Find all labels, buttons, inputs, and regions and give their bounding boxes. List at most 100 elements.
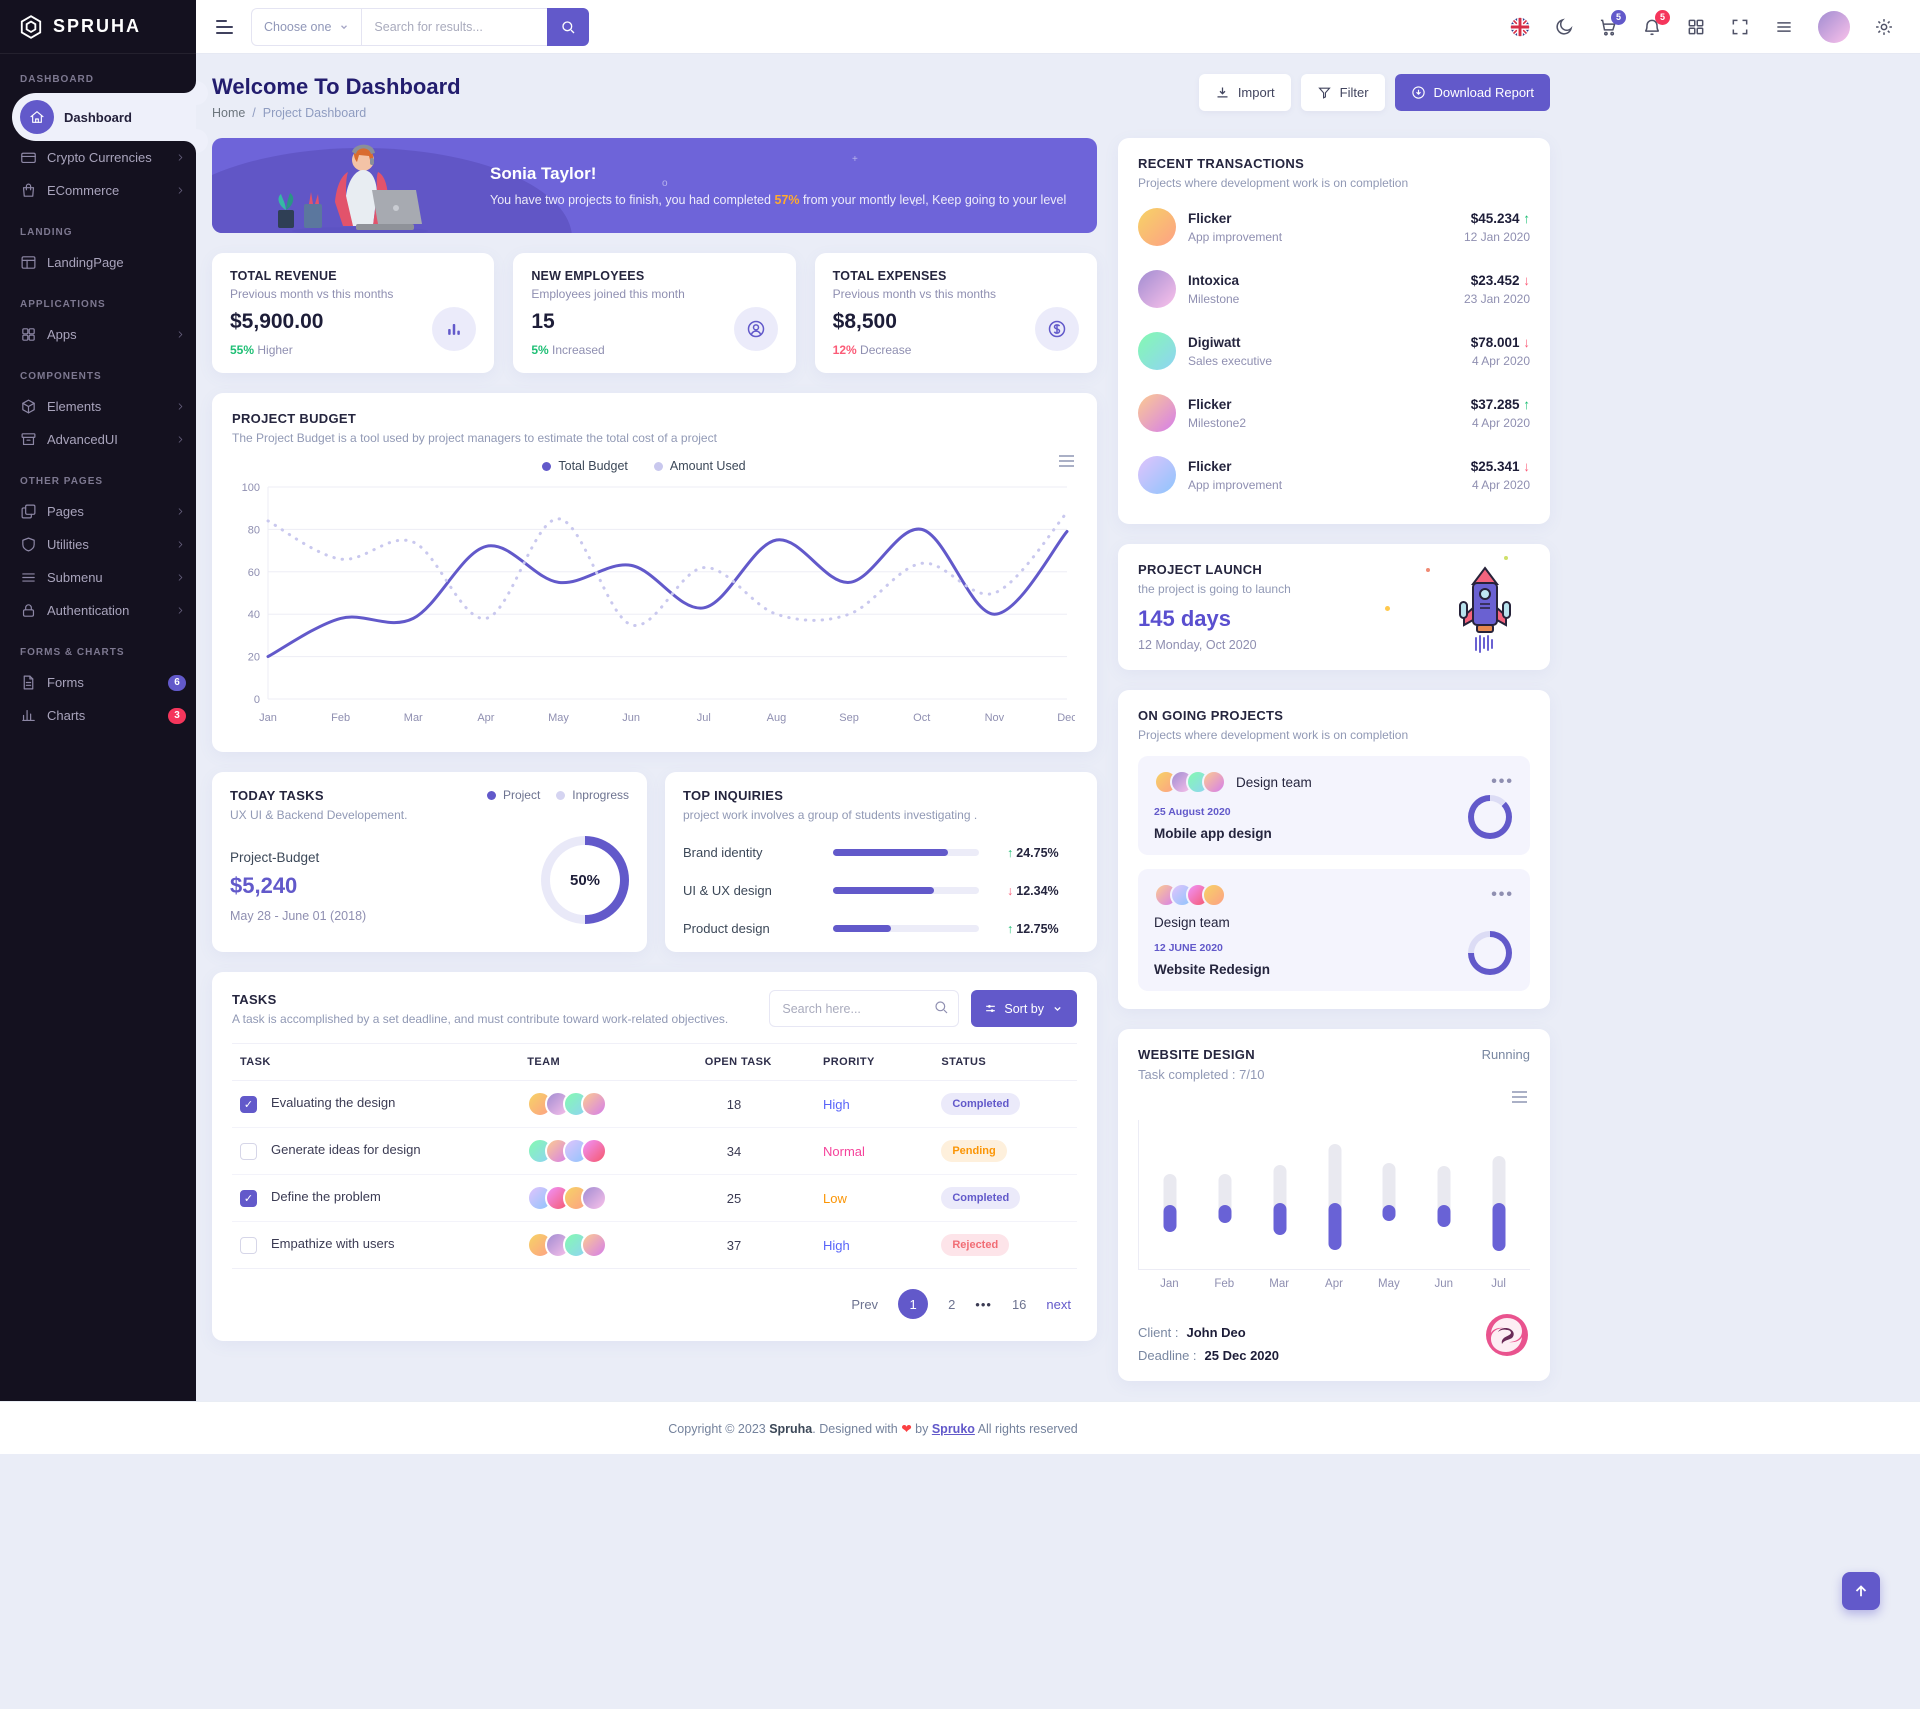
transaction-row[interactable]: Flicker App improvement $25.341 ↓ 4 Apr 202… [1138,444,1530,506]
brand-logo[interactable]: SPRUHA [0,0,196,54]
sidebar-item-elements[interactable]: Elements [0,390,196,423]
transaction-amount: $78.001 ↓ [1470,334,1530,350]
task-cell: ✓ Evaluating the design [232,1080,520,1128]
right-panel-icon[interactable] [1774,17,1794,37]
chevron-right-icon [175,506,186,517]
svg-text:60: 60 [248,567,260,579]
chart-icon [20,707,37,724]
project-budget-chart: 0 20 40 60 80 100 Jan Feb Mar Apr May Jun Jul Aug Sep O… [242,482,1078,724]
ongoing-project[interactable]: ••• Design team 12 JUNE 2020 Website Redesi… [1138,869,1530,991]
legend-label: Amount Used [669,459,746,473]
legend-item: Inprogress [556,788,629,802]
priority-label: High [823,1096,850,1112]
user-avatar[interactable] [1818,10,1850,43]
footer-brand-link[interactable]: Spruko [931,1421,975,1436]
dark-mode-icon[interactable] [1554,17,1574,37]
pagination-page-2[interactable]: 2 [948,1296,956,1312]
settings-gear-icon[interactable] [1874,17,1894,37]
apps-grid-icon[interactable] [1686,17,1706,37]
priority-label: Low [823,1190,847,1206]
transaction-row[interactable]: Digiwatt Sales executive $78.001 ↓ 4 Apr 20… [1138,320,1530,382]
table-row[interactable]: ✓ Define the problem 25 Low Completed [232,1174,1077,1222]
table-row[interactable]: Generate ideas for design 34 Normal Pending [232,1127,1077,1175]
pagination-prev[interactable]: Prev [851,1296,879,1312]
more-options-icon[interactable]: ••• [1491,886,1514,903]
search-input[interactable] [361,7,548,46]
sidebar-item-apps[interactable]: Apps [0,318,196,351]
sort-by-button[interactable]: Sort by [971,990,1077,1027]
project-date: 12 JUNE 2020 [1154,942,1223,954]
svg-text:0: 0 [254,694,260,706]
transaction-row[interactable]: Intoxica Milestone $23.452 ↓ 23 Jan 2020 [1138,258,1530,320]
sidebar-item-authentication[interactable]: Authentication [0,594,196,627]
notifications-bell-icon[interactable]: 5 [1642,9,1670,37]
project-budget-title: PROJECT BUDGET [232,411,357,426]
lock-icon [20,602,37,619]
transaction-row[interactable]: Flicker Milestone2 $37.285 ↑ 4 Apr 2020 [1138,382,1530,444]
sidebar-item-forms[interactable]: Forms 6 [0,666,196,699]
breadcrumb-home[interactable]: Home [212,106,246,120]
search-icon [933,999,949,1020]
sidebar-item-charts[interactable]: Charts 3 [0,699,196,732]
status-badge: Running [1481,1047,1530,1062]
transaction-date: 12 Jan 2020 [1463,229,1530,244]
chart-options-icon[interactable] [1056,452,1077,470]
arrow-down-icon: ↓ [1007,883,1014,898]
table-row[interactable]: ✓ Evaluating the design 18 High Completed [232,1080,1077,1128]
ongoing-project[interactable]: Design team ••• 25 August 2020 Mobile app d… [1138,756,1530,855]
bar-completed [1382,1204,1396,1222]
bar-label: May [1378,1278,1400,1290]
filter-button[interactable]: Filter [1300,74,1385,111]
cart-icon[interactable]: 5 [1598,9,1626,37]
inquiry-progressbar [833,887,979,894]
download-report-button[interactable]: Download Report [1394,74,1550,111]
pagination-page-[interactable]: ••• [975,1296,992,1312]
transaction-name: Flicker [1188,210,1232,226]
pagination-next[interactable]: next [1046,1296,1071,1312]
chart-options-icon[interactable] [1509,1088,1530,1106]
task-completed-label: Task completed : 7/10 [1138,1067,1265,1082]
sidebar-item-ecommerce[interactable]: ECommerce [0,174,196,207]
fullscreen-icon[interactable] [1730,17,1750,37]
sidebar-item-crypto-currencies[interactable]: Crypto Currencies [0,141,196,174]
import-button[interactable]: Import [1198,74,1291,111]
svg-text:Nov: Nov [985,712,1005,724]
svg-text:Oct: Oct [913,712,930,724]
notifications-badge: 5 [1655,9,1670,25]
transaction-row[interactable]: Flicker App improvement $45.234 ↑ 12 Jan 20… [1138,196,1530,258]
scroll-to-top-button[interactable] [1842,1572,1880,1610]
tasks-search-input[interactable] [769,990,960,1027]
breadcrumb: Home / Project Dashboard [212,106,461,120]
table-row[interactable]: Empathize with users 37 High Rejected [232,1221,1077,1269]
inquiry-row: Product design ↑ 12.75% [683,921,1079,936]
task-checkbox[interactable] [240,1236,257,1254]
language-flag-icon[interactable] [1510,17,1530,37]
task-checkbox[interactable]: ✓ [240,1189,257,1207]
task-checkbox[interactable] [240,1142,257,1160]
pagination-page-16[interactable]: 16 [1011,1296,1027,1312]
sidebar-item-dashboard[interactable]: Dashboard [12,93,196,141]
more-options-icon[interactable]: ••• [1491,773,1514,790]
svg-text:Sep: Sep [839,712,859,724]
chevron-right-icon [175,605,186,616]
sidebar-item-advancedui[interactable]: AdvancedUI [0,423,196,456]
sidebar-item-pages[interactable]: Pages [0,495,196,528]
search-category-value: Choose one [264,19,332,34]
bar-completed [1492,1203,1506,1252]
search-button[interactable] [547,7,590,46]
sidebar-item-utilities[interactable]: Utilities [0,528,196,561]
pagination-page-1[interactable]: 1 [898,1289,929,1319]
sidebar-item-submenu[interactable]: Submenu [0,561,196,594]
right-column: RECENT TRANSACTIONS Projects where devel… [1118,138,1550,1401]
inquiry-progressbar [833,849,979,856]
bar-column [1417,1120,1472,1269]
svg-text:Feb: Feb [331,712,350,724]
task-checkbox[interactable]: ✓ [240,1095,257,1113]
bar-label: Jul [1491,1278,1506,1290]
search-category-select[interactable]: Choose one [251,7,362,46]
project-budget-value: $5,240 [230,872,298,898]
today-tasks-subtitle: UX UI & Backend Developement. [230,808,408,822]
sidebar-toggle-icon[interactable] [212,16,237,38]
status-cell: Completed [933,1174,1077,1222]
sidebar-item-landingpage[interactable]: LandingPage [0,246,196,279]
